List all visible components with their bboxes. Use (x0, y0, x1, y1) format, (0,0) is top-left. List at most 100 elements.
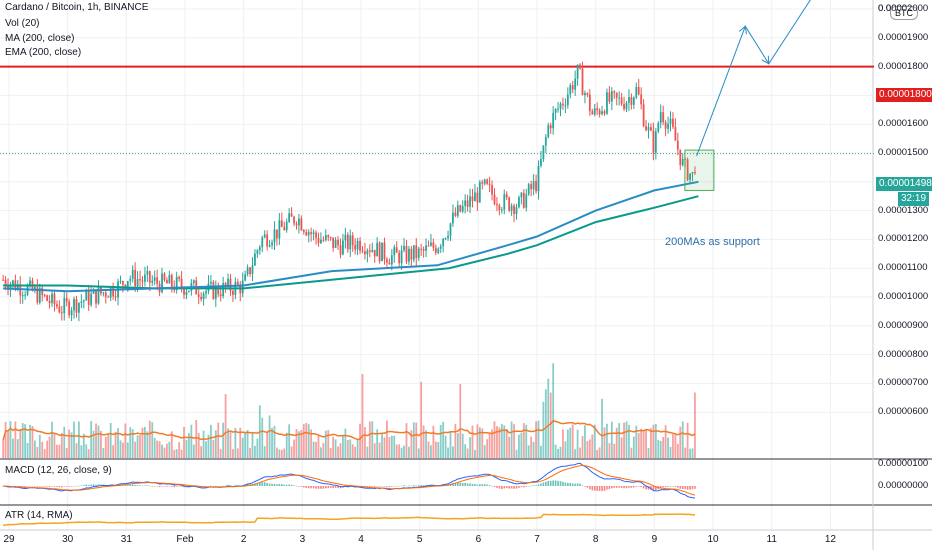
volume-bar (518, 434, 520, 458)
volume-bar (430, 445, 432, 458)
candle-body (112, 286, 115, 297)
volume-bar (65, 447, 68, 458)
candle-body (657, 123, 660, 132)
macd-histogram-bar (73, 485, 75, 487)
volume-bar (136, 435, 139, 458)
macd-histogram-bar (300, 486, 303, 487)
currency-badge[interactable]: BTC (890, 6, 918, 20)
candle-body (454, 212, 457, 216)
macd-histogram-bar (51, 486, 53, 487)
macd-axis-tick-2: 0.00000000 (878, 480, 929, 491)
arrow-head (738, 25, 747, 35)
candle-body (368, 250, 371, 252)
volume-bar (100, 430, 102, 458)
volume-bar (322, 443, 325, 458)
volume-bar (579, 447, 581, 458)
volume-bar (615, 427, 618, 458)
volume-bar (344, 428, 347, 458)
candle-body (80, 301, 83, 303)
volume-bar (134, 441, 137, 458)
macd-histogram-bar (623, 486, 625, 489)
candle-body (427, 245, 430, 247)
candle-body (530, 184, 533, 190)
candle-body (122, 281, 124, 285)
candle-body (544, 136, 547, 146)
candle-body (139, 279, 141, 281)
volume-bar (163, 447, 166, 458)
price-axis-tick: 0.00000700 (878, 377, 929, 389)
candle-body (593, 108, 596, 115)
candle-body (608, 92, 611, 102)
candle-body (300, 218, 303, 231)
macd-histogram-bar (171, 486, 173, 487)
price-axis-tick: 0.00001000 (878, 291, 929, 302)
macd-histogram-bar (180, 486, 183, 487)
volume-bar (388, 437, 391, 458)
macd-histogram-bar (146, 485, 149, 486)
macd-histogram-bar (312, 486, 315, 489)
volume-bar (46, 440, 49, 458)
candle-body (214, 285, 217, 299)
price-axis-tick: 0.00001800 (878, 60, 929, 72)
candle-body (681, 158, 684, 166)
volume-bar (212, 440, 215, 458)
volume-bar (686, 422, 689, 458)
macd-histogram-bar (474, 483, 476, 486)
candle-body (642, 104, 645, 127)
macd-histogram-bar (63, 486, 66, 487)
volume-bar (532, 441, 535, 458)
candle-body (549, 125, 552, 129)
candle-body (4, 279, 7, 286)
macd-histogram-bar (557, 480, 559, 486)
volume-bar (102, 448, 105, 458)
candle-body (381, 242, 383, 262)
macd-histogram-bar (43, 486, 46, 487)
candle-body (104, 292, 107, 297)
macd-histogram-bar (283, 484, 286, 486)
macd-histogram-bar (129, 484, 132, 486)
volume-bar (312, 441, 315, 458)
candle-body (439, 246, 442, 249)
macd-histogram-bar (254, 483, 256, 486)
volume-bar (85, 444, 88, 458)
macd-histogram-bar (366, 486, 369, 487)
candle-body (410, 248, 413, 260)
candle-body (53, 293, 56, 305)
macd-histogram-bar (151, 486, 154, 487)
macd-histogram-bar (655, 486, 657, 491)
volume-bar (554, 444, 557, 458)
candle-body (251, 265, 254, 275)
candle-body (596, 108, 599, 111)
volume-bar (466, 448, 469, 458)
candle-body (24, 294, 27, 296)
macd-histogram-bar (491, 485, 493, 487)
macd-histogram-bar (471, 483, 474, 486)
volume-bar (442, 421, 445, 458)
candle-body (197, 294, 200, 297)
volume-bar (454, 423, 457, 458)
candle-body (12, 280, 14, 285)
volume-bar (540, 445, 542, 458)
candle-body (205, 290, 207, 294)
volume-bar (368, 421, 371, 458)
volume-bar (378, 442, 381, 458)
volume-bar (14, 421, 17, 458)
candle-body (78, 302, 80, 313)
macd-histogram-bar (659, 486, 662, 488)
volume-bar (613, 443, 616, 458)
macd-histogram-bar (139, 485, 141, 486)
candle-body (29, 280, 31, 286)
candle-body (192, 280, 195, 284)
volume-bar (496, 426, 498, 458)
volume-bar (324, 430, 327, 458)
macd-histogram-bar (647, 486, 650, 490)
volume-bar (417, 448, 420, 458)
candle-body (566, 94, 569, 106)
volume-bar (552, 363, 555, 458)
candle-body (591, 111, 594, 115)
symbol-title: Cardano / Bitcoin, 1h, BINANCE (5, 2, 149, 13)
macd-histogram-bar (608, 486, 611, 490)
volume-bar (432, 425, 435, 458)
macd-histogram-bar (261, 482, 264, 486)
